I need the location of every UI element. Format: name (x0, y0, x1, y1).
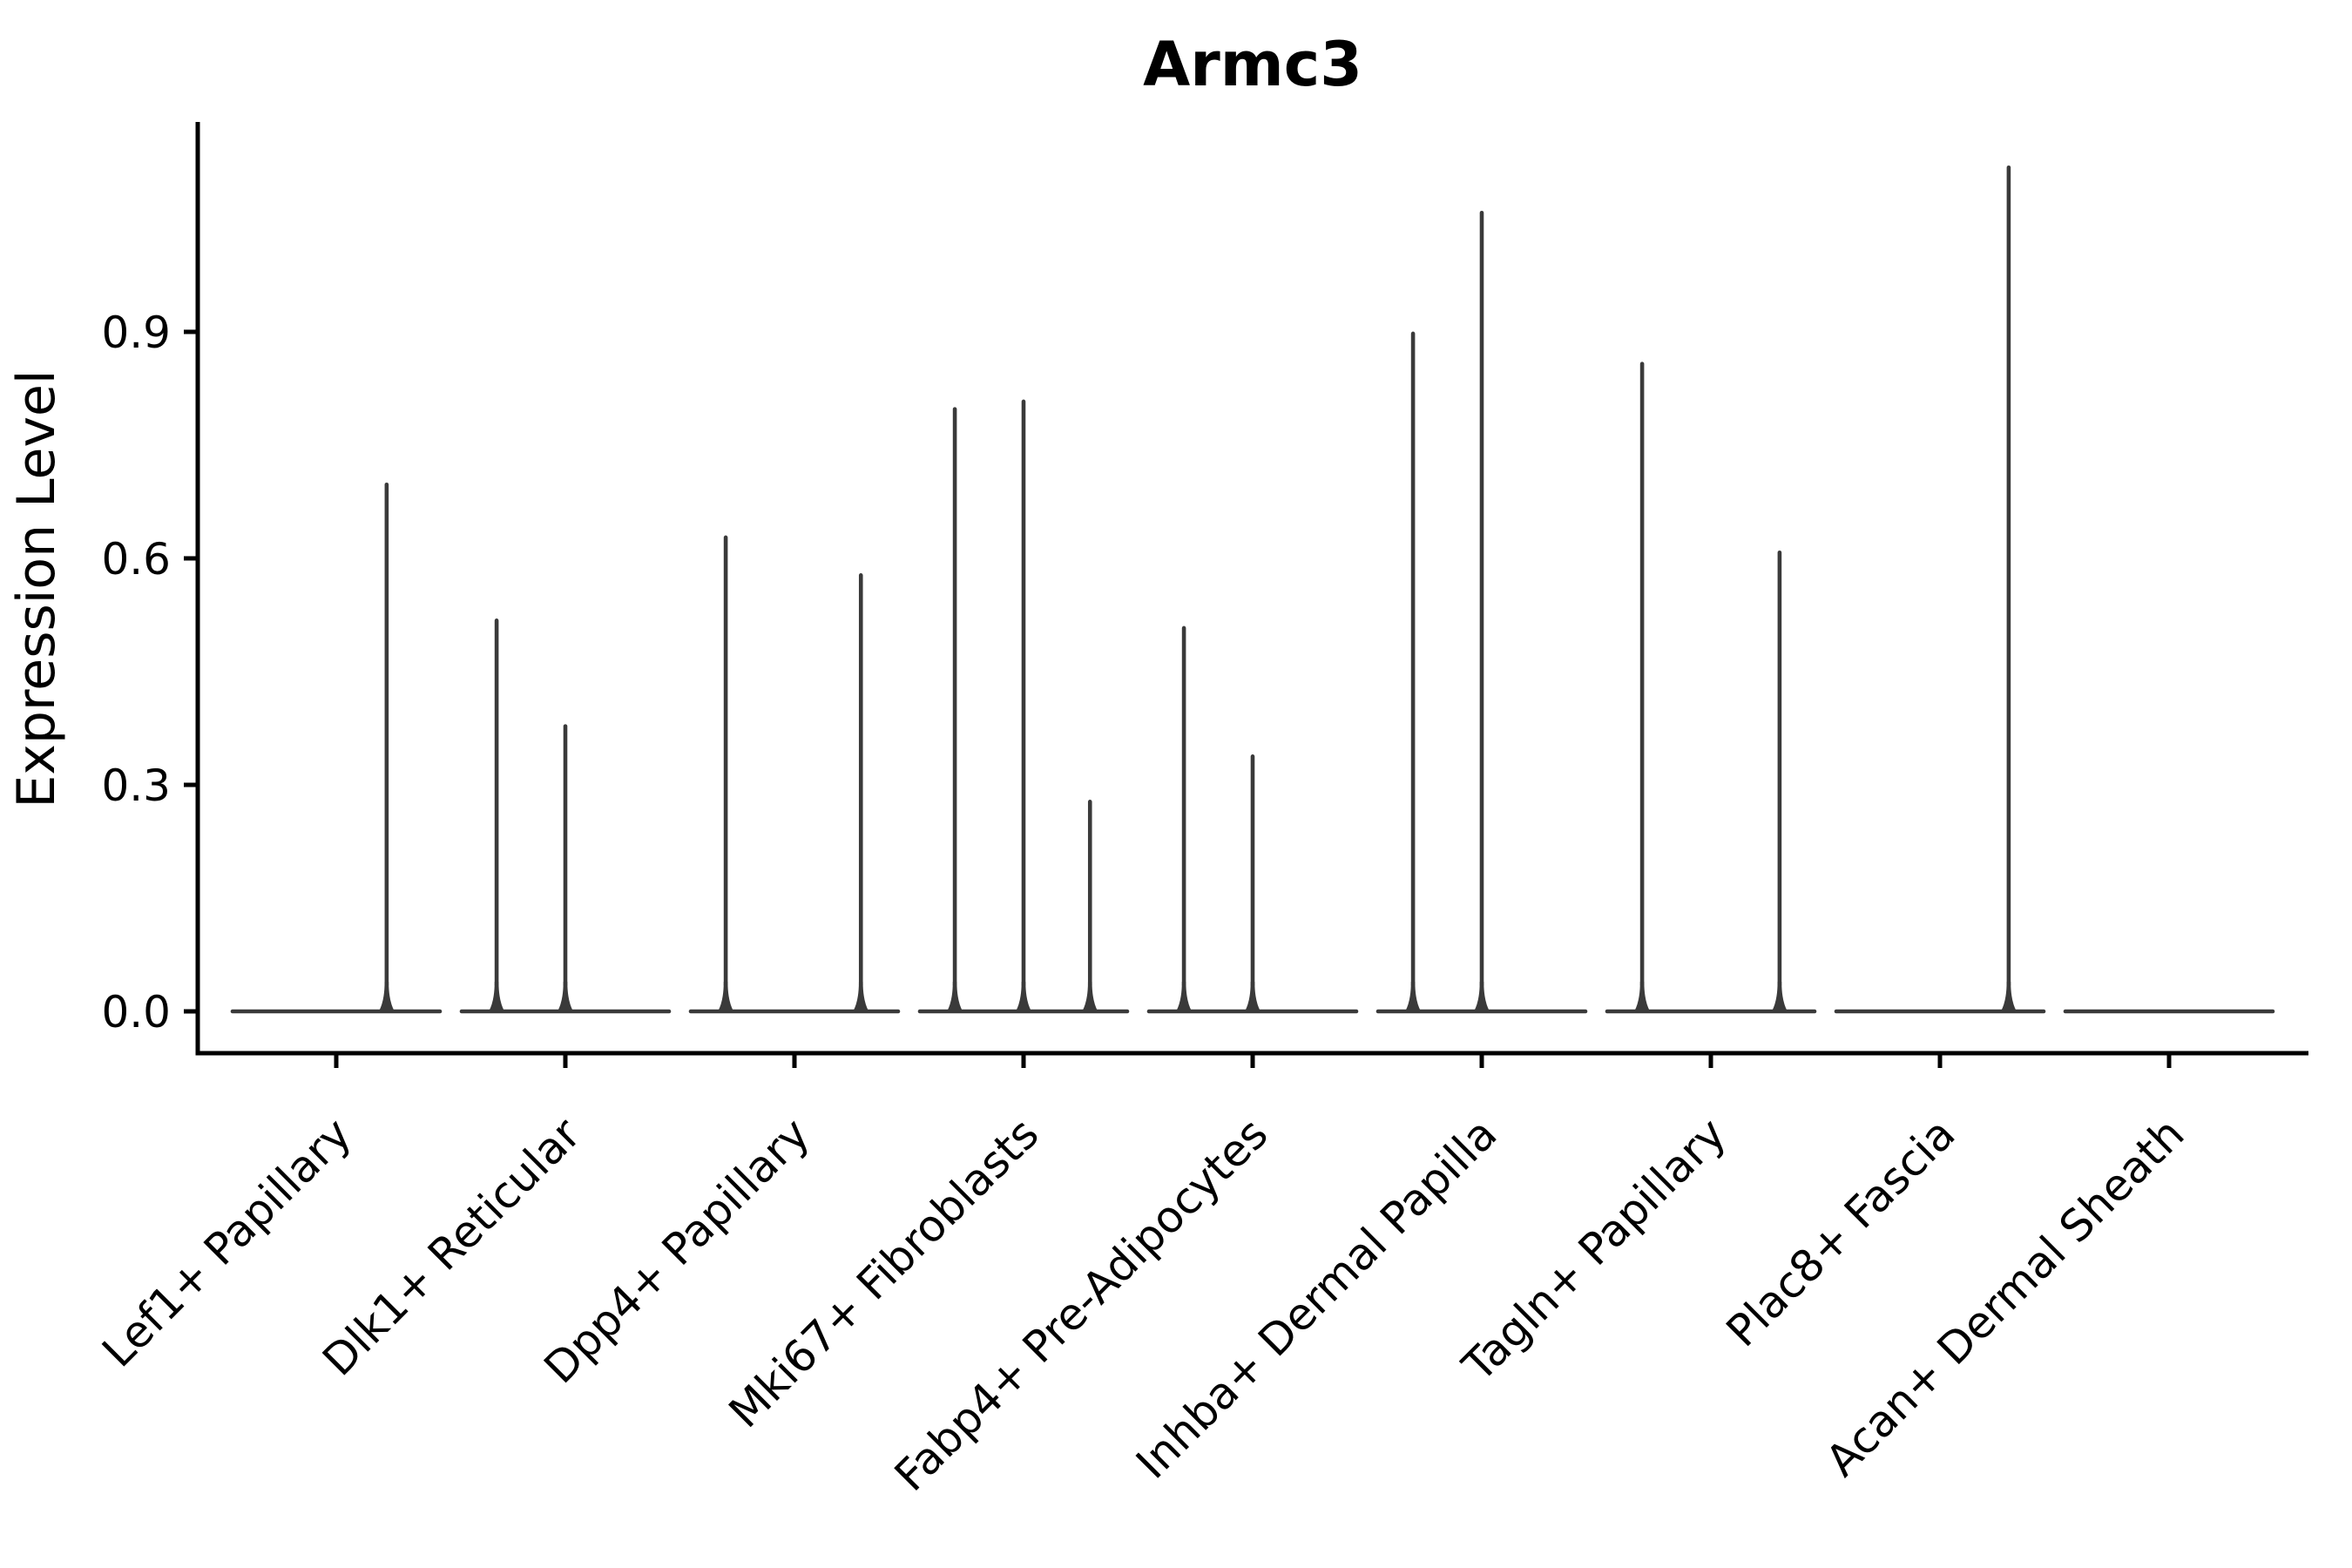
violin-baseline-bulge (1607, 1010, 1815, 1013)
y-tick-labels: 0.0 0.3 0.6 0.9 (101, 308, 171, 1037)
violin-spike-base (1474, 982, 1490, 1011)
x-tick-label: Lef1+ Papillary (92, 1108, 361, 1376)
y-tick-label: 0.9 (101, 308, 171, 358)
violin-spike-base (2000, 982, 2017, 1011)
violin-baseline-bulge (691, 1010, 898, 1013)
violin-layer (230, 165, 2275, 1014)
violin-spike-base (853, 982, 869, 1011)
x-tick-label: Plac8+ Fascia (1717, 1108, 1965, 1356)
y-tick-label: 0.3 (101, 760, 171, 811)
violin-spike-base (489, 982, 505, 1011)
violin-spike-base (947, 982, 963, 1011)
y-axis-label: Expression Level (6, 369, 67, 808)
y-tick-label: 0.6 (101, 534, 171, 585)
violin-spike-base (558, 982, 573, 1011)
violin-spike-base (1082, 982, 1098, 1011)
violin-spike-base (1245, 982, 1260, 1011)
x-tick-label: Fabp4+ Pre-Adipocytes (885, 1108, 1278, 1501)
violin-spike-base (378, 982, 395, 1011)
violin-spike-base (1771, 982, 1788, 1011)
violin-spike-base (1176, 982, 1193, 1011)
y-tick-label: 0.0 (101, 987, 171, 1037)
violin-spike-base (1016, 982, 1031, 1011)
violin-baseline-bulge (1836, 1010, 2044, 1013)
axes-layer (184, 122, 2308, 1068)
violin-spike-base (1634, 982, 1651, 1011)
violin-spike-base (1405, 982, 1422, 1011)
plot-title: Armc3 (1143, 29, 1362, 100)
violin-baseline-bulge (2065, 1010, 2273, 1013)
violin-spike-base (718, 982, 734, 1011)
